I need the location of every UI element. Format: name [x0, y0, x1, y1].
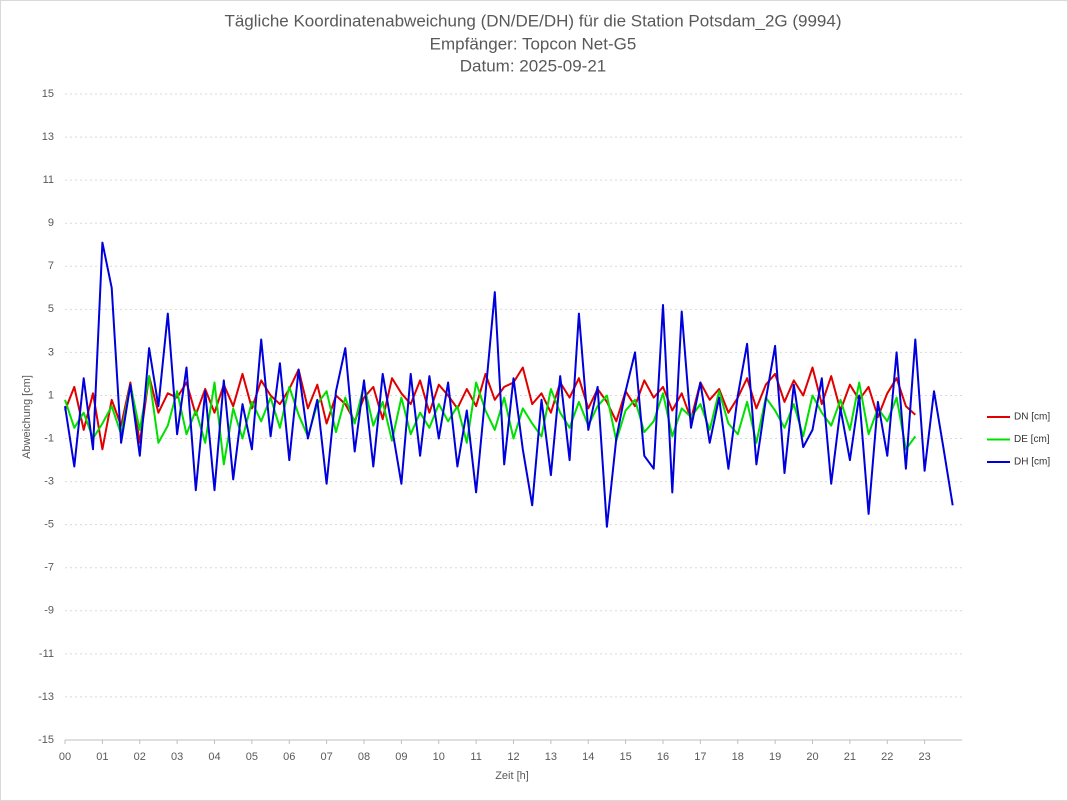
x-axis-label: Zeit [h]: [495, 770, 529, 782]
y-tick-label: 7: [48, 260, 54, 272]
x-tick-label: 22: [881, 751, 893, 763]
chart-subtitle: Datum: 2025-09-21: [460, 56, 606, 75]
x-tick-label: 13: [545, 751, 557, 763]
x-tick-label: 19: [769, 751, 781, 763]
data-line: [64, 366, 916, 451]
x-tick-label: 01: [96, 751, 108, 763]
y-axis-label: Abweichung [cm]: [21, 375, 33, 459]
y-tick-label: -3: [44, 476, 54, 488]
y-tick-label: -5: [44, 519, 54, 531]
y-tick-label: -1: [44, 432, 54, 444]
y-tick-label: -15: [38, 734, 54, 746]
x-tick-label: 20: [806, 751, 818, 763]
y-tick-label: 11: [43, 174, 54, 186]
x-tick-label: 15: [620, 751, 632, 763]
x-tick-label: 07: [321, 751, 333, 763]
chart-subtitle: Empfänger: Topcon Net-G5: [430, 34, 637, 53]
y-tick-label: -13: [38, 691, 54, 703]
y-tick-label: -7: [44, 562, 54, 574]
y-tick-label: 3: [48, 346, 54, 358]
x-tick-label: 06: [283, 751, 295, 763]
x-tick-label: 05: [246, 751, 258, 763]
x-tick-label: 17: [694, 751, 706, 763]
chart-title: Tägliche Koordinatenabweichung (DN/DE/DH…: [224, 11, 841, 30]
x-tick-label: 00: [59, 751, 71, 763]
x-tick-label: 11: [470, 751, 481, 763]
x-tick-label: 02: [134, 751, 146, 763]
legend-label: DH [cm]: [1014, 457, 1050, 468]
x-tick-label: 18: [732, 751, 744, 763]
y-tick-label: 1: [48, 389, 54, 401]
x-tick-label: 23: [919, 751, 931, 763]
legend-label: DN [cm]: [1014, 412, 1050, 423]
x-tick-label: 16: [657, 751, 669, 763]
legend-label: DE [cm]: [1014, 434, 1050, 445]
y-tick-label: 15: [42, 88, 54, 100]
y-tick-label: 13: [42, 131, 54, 143]
y-tick-label: 5: [48, 303, 54, 315]
data-line: [64, 375, 917, 466]
x-tick-label: 10: [433, 751, 445, 763]
data-line: [64, 241, 954, 528]
x-tick-label: 12: [507, 751, 519, 763]
x-tick-label: 21: [844, 751, 856, 763]
x-tick-label: 04: [208, 751, 220, 763]
x-tick-label: 09: [395, 751, 407, 763]
y-tick-label: -9: [44, 605, 54, 617]
x-tick-label: 08: [358, 751, 370, 763]
y-tick-label: 9: [48, 217, 54, 229]
x-tick-label: 14: [582, 751, 594, 763]
x-tick-label: 03: [171, 751, 183, 763]
y-tick-label: -11: [39, 648, 54, 660]
